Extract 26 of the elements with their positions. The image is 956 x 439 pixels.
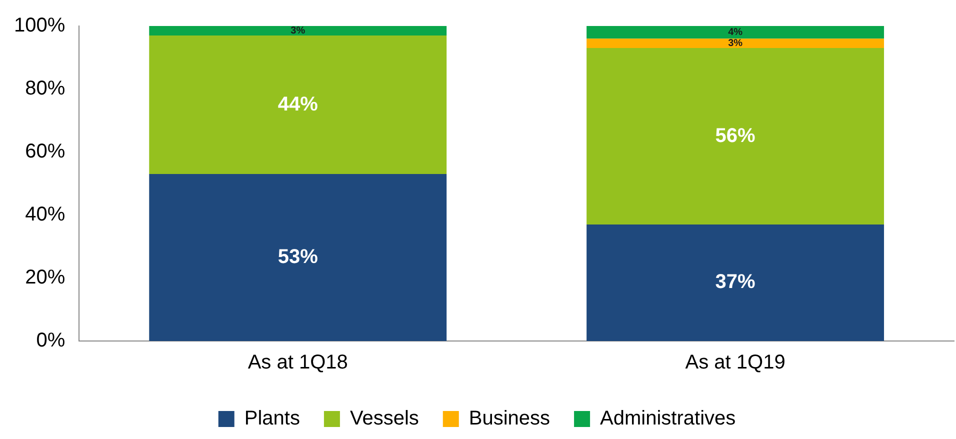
bar <box>586 224 884 341</box>
y-tick-label: 80% <box>25 78 66 100</box>
data-label: 3% <box>728 38 743 50</box>
legend-label: Plants <box>244 408 300 430</box>
x-tick-label: As at 1Q18 <box>248 352 348 374</box>
legend-label: Business <box>468 408 550 430</box>
data-label: 56% <box>715 124 756 147</box>
bar <box>149 26 447 36</box>
x-tick-label: As at 1Q19 <box>685 352 786 374</box>
data-label: 3% <box>290 25 306 36</box>
legend-label: Administratives <box>600 408 736 430</box>
data-label: 4% <box>728 27 743 38</box>
y-tick-label: 20% <box>25 266 66 289</box>
data-label: 37% <box>715 271 756 294</box>
y-tick-label: 0% <box>36 330 66 352</box>
bar <box>586 38 884 48</box>
y-tick-label: 100% <box>14 14 66 37</box>
bar <box>149 35 447 174</box>
y-tick-label: 40% <box>25 204 66 226</box>
bar <box>149 174 447 341</box>
data-label: 44% <box>278 93 318 116</box>
legend-label: Vessels <box>350 408 419 430</box>
y-tick-label: 60% <box>25 140 66 163</box>
data-label: 53% <box>278 246 318 268</box>
bar <box>586 48 884 224</box>
bar <box>586 26 884 39</box>
